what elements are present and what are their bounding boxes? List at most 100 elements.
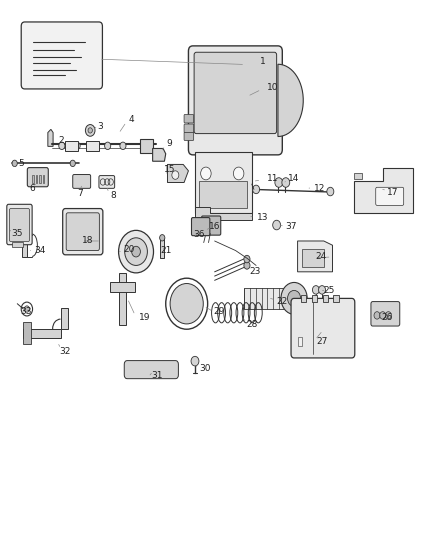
Circle shape: [170, 284, 203, 324]
Polygon shape: [354, 168, 413, 213]
Text: 32: 32: [60, 347, 71, 356]
Text: 25: 25: [323, 286, 335, 295]
FancyBboxPatch shape: [191, 217, 210, 236]
Polygon shape: [167, 165, 188, 182]
Text: 8: 8: [110, 191, 116, 200]
Circle shape: [191, 357, 199, 366]
Circle shape: [282, 177, 290, 187]
Text: 27: 27: [316, 337, 327, 346]
Bar: [311, 295, 317, 302]
Bar: [12, 242, 22, 247]
Bar: [354, 173, 362, 179]
Circle shape: [275, 177, 283, 187]
Circle shape: [385, 312, 392, 319]
Circle shape: [159, 235, 165, 241]
Text: 17: 17: [387, 188, 399, 197]
Bar: [110, 282, 135, 292]
FancyBboxPatch shape: [66, 213, 99, 251]
Text: 5: 5: [19, 159, 25, 168]
Bar: [32, 175, 34, 182]
Circle shape: [244, 262, 250, 269]
Circle shape: [59, 142, 65, 150]
Text: 20: 20: [124, 245, 135, 254]
Polygon shape: [152, 149, 166, 161]
Bar: [23, 329, 60, 338]
Text: 30: 30: [199, 364, 211, 373]
Circle shape: [85, 125, 95, 136]
Text: 1: 1: [260, 58, 265, 66]
Polygon shape: [278, 64, 303, 136]
Circle shape: [12, 160, 17, 166]
Text: 7: 7: [77, 189, 83, 198]
Text: 15: 15: [164, 165, 176, 174]
Circle shape: [119, 230, 153, 273]
FancyBboxPatch shape: [376, 187, 404, 205]
Circle shape: [318, 286, 325, 294]
Text: 9: 9: [167, 139, 173, 148]
Text: 28: 28: [247, 320, 258, 329]
Circle shape: [74, 142, 80, 150]
Circle shape: [201, 167, 211, 180]
Circle shape: [244, 255, 250, 263]
Polygon shape: [297, 241, 332, 272]
Circle shape: [374, 312, 380, 319]
Text: 13: 13: [257, 213, 268, 222]
Text: 3: 3: [97, 122, 103, 131]
Polygon shape: [195, 207, 252, 220]
Text: 14: 14: [287, 174, 299, 183]
FancyBboxPatch shape: [184, 115, 194, 123]
Bar: [35, 175, 37, 182]
FancyBboxPatch shape: [184, 132, 194, 141]
FancyBboxPatch shape: [73, 174, 91, 188]
FancyBboxPatch shape: [184, 124, 194, 133]
Text: 33: 33: [20, 307, 32, 316]
FancyBboxPatch shape: [21, 22, 102, 89]
Text: 26: 26: [381, 312, 392, 321]
Circle shape: [380, 312, 386, 319]
FancyBboxPatch shape: [27, 167, 48, 187]
Text: 19: 19: [139, 313, 151, 322]
Text: 18: 18: [82, 237, 94, 246]
Bar: [244, 288, 285, 309]
FancyBboxPatch shape: [371, 302, 400, 326]
Circle shape: [132, 246, 141, 257]
FancyBboxPatch shape: [201, 216, 221, 235]
Text: 4: 4: [129, 115, 134, 124]
Text: 22: 22: [277, 296, 288, 305]
Bar: [323, 295, 328, 302]
Text: 35: 35: [11, 229, 23, 238]
Bar: [86, 141, 99, 151]
FancyBboxPatch shape: [99, 175, 115, 188]
Circle shape: [105, 142, 111, 150]
Bar: [301, 295, 306, 302]
Text: 24: 24: [315, 253, 326, 261]
Text: 10: 10: [266, 83, 278, 92]
Bar: [297, 337, 302, 346]
Text: 6: 6: [29, 184, 35, 193]
Circle shape: [125, 238, 148, 265]
Circle shape: [253, 185, 260, 193]
Bar: [22, 322, 31, 344]
Circle shape: [24, 306, 29, 312]
Bar: [39, 175, 41, 182]
Text: 34: 34: [34, 246, 46, 255]
Bar: [333, 295, 339, 302]
Circle shape: [273, 220, 281, 230]
Circle shape: [88, 128, 92, 133]
Text: 37: 37: [285, 222, 297, 231]
Bar: [302, 249, 324, 266]
Text: 11: 11: [266, 174, 278, 183]
Text: 12: 12: [314, 184, 325, 193]
Circle shape: [288, 290, 300, 306]
Text: 23: 23: [250, 268, 261, 276]
Circle shape: [70, 160, 75, 166]
Bar: [119, 273, 127, 325]
Circle shape: [327, 187, 334, 196]
FancyBboxPatch shape: [194, 52, 277, 134]
Text: 31: 31: [151, 371, 163, 380]
Bar: [65, 141, 78, 151]
FancyBboxPatch shape: [63, 208, 103, 255]
Circle shape: [312, 286, 319, 294]
FancyBboxPatch shape: [124, 361, 178, 378]
Bar: [42, 175, 44, 182]
